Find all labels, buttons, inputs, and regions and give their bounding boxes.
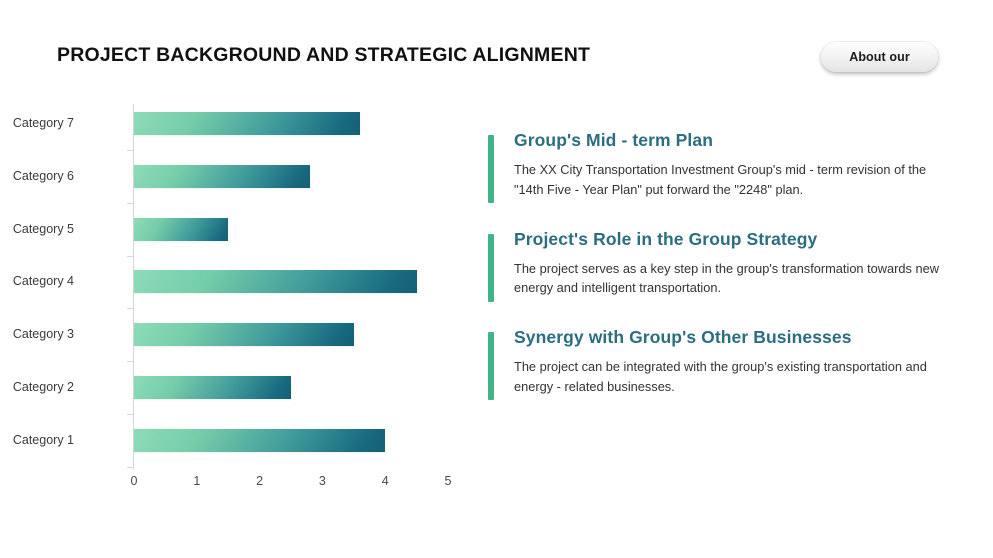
- chart-row: Category 6: [0, 164, 470, 188]
- chart-row: Category 5: [0, 217, 470, 241]
- y-axis-tick: [127, 361, 133, 363]
- info-block-body: The project serves as a key step in the …: [514, 260, 939, 296]
- bar-track: [134, 428, 386, 452]
- category-axis-label: Category 3: [12, 327, 74, 342]
- y-axis-tick: [127, 149, 133, 151]
- accent-bar: [488, 332, 494, 401]
- y-axis-tick: [127, 308, 133, 310]
- x-axis-tick-labels: 0 1 2 3 4 5: [0, 474, 470, 498]
- bar-track: [134, 376, 291, 399]
- y-axis-line: [133, 104, 134, 470]
- accent-bar: [488, 233, 494, 302]
- info-block-body: The XX City Transportation Investment Gr…: [514, 162, 927, 197]
- chart-bar[interactable]: [134, 376, 291, 399]
- x-axis-tick-label: 3: [318, 474, 326, 488]
- y-axis-tick: [127, 202, 133, 204]
- x-axis-tick-label: 4: [381, 474, 389, 488]
- chart-row: Category 2: [0, 376, 470, 399]
- bar-track: [134, 270, 417, 294]
- chart-bar[interactable]: [134, 217, 229, 241]
- y-axis-tick: [127, 255, 133, 257]
- slide-header: PROJECT BACKGROUND AND STRATEGIC ALIGNME…: [0, 0, 993, 100]
- bar-track: [134, 164, 310, 188]
- info-block-heading: Group's Mid - term Plan: [514, 130, 713, 150]
- bar-track: [134, 323, 354, 347]
- chart-bar[interactable]: [134, 270, 417, 294]
- bar-track: [134, 112, 361, 135]
- info-blocks-panel: Group's Mid - term Plan The XX City Trans…: [488, 130, 958, 426]
- horizontal-bar-chart: Category 7 Category 6 Category 5 Category 4…: [0, 100, 470, 500]
- y-axis-tick: [127, 413, 133, 415]
- chart-bar[interactable]: [134, 112, 361, 135]
- info-block: Group's Mid - term Plan The XX City Trans…: [488, 130, 958, 203]
- category-axis-label: Category 6: [12, 168, 74, 183]
- category-axis-label: Category 7: [12, 116, 74, 130]
- about-our-button[interactable]: About our: [821, 42, 938, 72]
- info-block-heading: Project's Role in the Group Strategy: [514, 228, 818, 249]
- x-axis-tick-label: 2: [256, 474, 264, 488]
- chart-bar[interactable]: [134, 164, 310, 188]
- chart-bar[interactable]: [134, 428, 386, 452]
- chart-row: Category 1: [0, 428, 470, 452]
- accent-bar: [488, 135, 494, 203]
- page-title: PROJECT BACKGROUND AND STRATEGIC ALIGNME…: [57, 44, 591, 66]
- info-block: Synergy with Group's Other Businesses The…: [488, 327, 958, 401]
- chart-row: Category 3: [0, 323, 470, 347]
- category-axis-label: Category 2: [12, 380, 74, 394]
- info-block-heading: Synergy with Group's Other Businesses: [514, 327, 852, 348]
- category-axis-label: Category 5: [12, 221, 74, 236]
- category-axis-label: Category 1: [12, 432, 74, 447]
- about-our-button-label: About our: [849, 50, 910, 64]
- chart-bar[interactable]: [134, 323, 354, 347]
- y-axis-tick: [127, 466, 133, 468]
- category-axis-label: Category 4: [12, 274, 74, 289]
- info-block: Project's Role in the Group Strategy The …: [488, 228, 958, 302]
- x-axis-tick-label: 5: [444, 474, 452, 488]
- x-axis-tick-label: 0: [130, 474, 138, 488]
- bar-track: [134, 217, 229, 241]
- chart-row: Category 7: [0, 112, 470, 135]
- x-axis-tick-label: 1: [193, 474, 201, 488]
- chart-row: Category 4: [0, 270, 470, 294]
- info-block-body: The project can be integrated with the g…: [514, 359, 927, 395]
